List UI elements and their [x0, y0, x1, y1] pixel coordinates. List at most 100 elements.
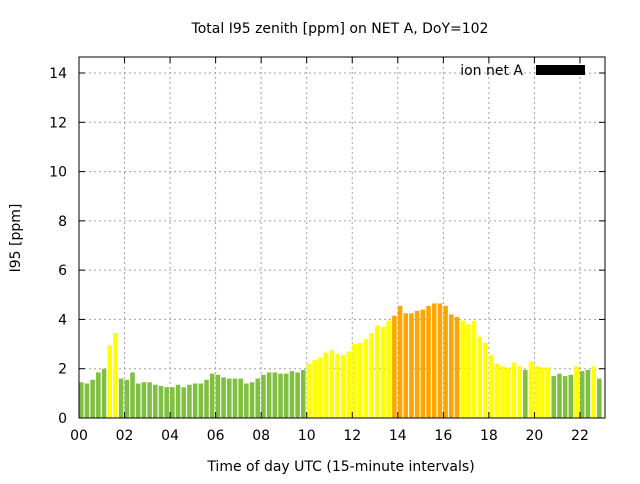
bar: [597, 378, 602, 418]
bar: [483, 342, 488, 418]
y-tick-label: 2: [58, 362, 67, 378]
bar: [460, 320, 465, 418]
bar: [301, 369, 306, 418]
y-tick-label: 8: [58, 214, 67, 230]
bar: [363, 339, 369, 418]
bar: [329, 350, 335, 418]
chart-title: Total I95 zenith [ppm] on NET A, DoY=102: [191, 21, 489, 37]
bar: [272, 372, 278, 418]
bar: [500, 366, 505, 418]
y-tick-label: 10: [49, 165, 67, 181]
y-axis-label: I95 [ppm]: [8, 204, 24, 273]
bar: [414, 310, 420, 418]
bar: [164, 387, 169, 418]
bar: [335, 353, 340, 418]
bar: [181, 387, 187, 418]
bar: [585, 369, 591, 418]
bar: [505, 367, 511, 418]
bar: [113, 332, 118, 418]
bar: [192, 383, 198, 418]
bar: [437, 303, 443, 418]
bar: [318, 357, 323, 418]
bar: [312, 360, 317, 418]
bar: [147, 382, 152, 418]
bar: [551, 376, 557, 418]
bar: [380, 326, 386, 418]
x-tick-label: 02: [116, 428, 134, 444]
bar: [289, 371, 295, 418]
bar: [420, 309, 426, 418]
bar: [118, 378, 124, 418]
y-tick-label: 4: [58, 312, 67, 328]
bar: [471, 320, 477, 418]
bar: [130, 372, 135, 418]
x-tick-label: 12: [343, 428, 361, 444]
x-tick-label: 18: [480, 428, 498, 444]
grid: [79, 57, 605, 418]
y-tick-label: 12: [49, 115, 67, 131]
bar: [323, 352, 329, 418]
bar: [266, 372, 272, 418]
bar: [221, 377, 226, 418]
x-tick-label: 06: [207, 428, 225, 444]
bar: [375, 325, 380, 418]
bar: [568, 374, 574, 418]
bar: [244, 383, 249, 418]
bar: [283, 373, 289, 418]
x-tick-label: 08: [252, 428, 270, 444]
bar: [215, 374, 221, 418]
bar: [238, 378, 243, 418]
bar: [249, 382, 255, 418]
bar: [449, 314, 454, 418]
bar: [101, 368, 107, 418]
bar: [579, 371, 585, 418]
bar: [386, 320, 391, 418]
x-tick-label: 16: [434, 428, 452, 444]
bar: [141, 382, 147, 418]
bar: [357, 342, 363, 418]
y-tick-label: 0: [58, 411, 67, 427]
x-tick-label: 04: [161, 428, 179, 444]
bar: [540, 367, 545, 418]
legend-label: ion net A: [460, 63, 523, 79]
bar: [232, 378, 238, 418]
bar: [227, 378, 232, 418]
bar: [409, 313, 414, 418]
legend: ion net A: [460, 63, 585, 79]
bar: [403, 313, 409, 418]
bar: [198, 383, 204, 418]
y-tick-label: 14: [49, 66, 67, 82]
bar: [96, 372, 101, 418]
bar: [261, 374, 266, 418]
bar: [488, 355, 494, 418]
bar: [84, 383, 90, 418]
bar: [426, 305, 431, 418]
bar: [158, 385, 164, 418]
bar: [352, 344, 357, 418]
bar: [397, 305, 403, 418]
bar: [517, 366, 522, 418]
bar: [255, 378, 261, 418]
bar: [523, 369, 528, 418]
bar: [494, 363, 500, 418]
bar: [528, 361, 534, 418]
bars: [79, 303, 602, 418]
bar: [511, 362, 517, 418]
bar: [153, 384, 158, 418]
bar: [574, 366, 579, 418]
bar: [79, 382, 84, 418]
x-tick-label: 14: [389, 428, 407, 444]
y-tick-label: 6: [58, 263, 67, 279]
bar: [443, 305, 448, 418]
bar: [466, 324, 471, 418]
bar: [90, 379, 95, 418]
bar: [534, 366, 539, 418]
bar: [591, 366, 596, 418]
bar: [204, 379, 209, 418]
plot-border: [78, 56, 606, 419]
bar: [557, 373, 562, 418]
bar: [175, 384, 181, 418]
bar: [209, 373, 215, 418]
